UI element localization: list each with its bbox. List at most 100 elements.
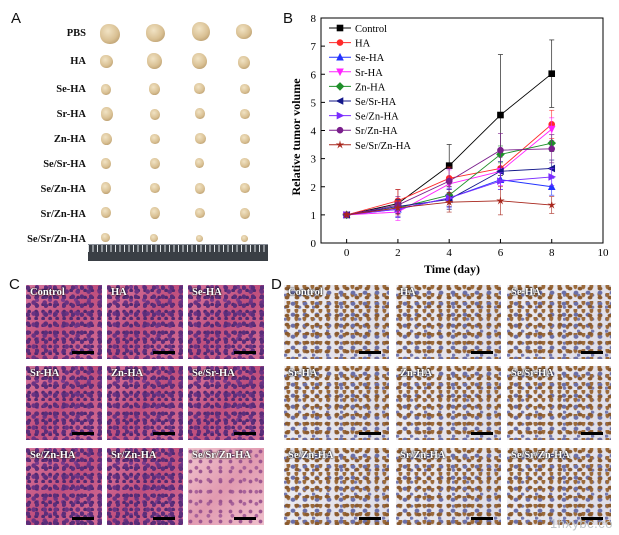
ihc-label: Zn-HA [400, 368, 433, 379]
chart-series-layer [342, 39, 557, 221]
data-point [393, 203, 403, 212]
y-tick-label: 8 [311, 13, 317, 25]
he-image-sr-ha: Sr-HA [26, 366, 102, 440]
legend-marker [335, 82, 345, 91]
scale-bar [581, 351, 603, 354]
scale-bar [471, 432, 493, 435]
he-image-zn-ha: Zn-HA [107, 366, 183, 440]
legend-entry: Sr-HA [329, 68, 383, 79]
tumor-specimen [100, 24, 120, 44]
legend-label: Zn-HA [355, 82, 386, 93]
tumor-specimen [101, 158, 111, 169]
tumor-specimen [101, 107, 113, 121]
ihc-label: Se/Sr/Zn-HA [511, 450, 570, 461]
x-tick-label: 10 [598, 247, 610, 259]
data-point [445, 194, 454, 202]
tumor-specimen [240, 109, 250, 119]
scale-bar [581, 432, 603, 435]
he-label: Se-HA [192, 287, 222, 298]
he-label: HA [111, 287, 127, 298]
he-label: Se/Zn-HA [30, 450, 76, 461]
y-tick-label: 7 [311, 41, 317, 53]
tumor-specimen [150, 183, 160, 193]
y-tick-label: 2 [311, 182, 317, 194]
tumor-specimen [192, 22, 210, 41]
ihc-image-sr-zn-ha: Sr/Zn-HA [396, 448, 501, 525]
row-label-sr-zn-ha: Sr/Zn-HA [40, 209, 86, 220]
legend-label: Control [355, 24, 387, 35]
legend-entry: Se/Sr-HA [329, 97, 397, 108]
data-point [548, 145, 556, 153]
scale-bar [471, 517, 493, 520]
chart-legend: Control HA Se-HA Sr-HA Zn-HA Se/Sr-HA Se/Zn-HA… [329, 24, 411, 152]
tumor-specimen [240, 158, 250, 168]
ihc-label: Se/Zn-HA [288, 450, 334, 461]
ihc-label: HA [400, 287, 416, 298]
ihc-image-se-zn-ha: Se/Zn-HA [284, 448, 389, 525]
panel-c-letter: C [9, 276, 20, 293]
tumor-specimen [146, 24, 165, 42]
panel-d-letter: D [271, 276, 282, 293]
panel-b-letter: B [283, 10, 294, 27]
legend-marker [336, 126, 344, 134]
row-label-ha: HA [70, 56, 86, 67]
row-label-se-ha: Se-HA [56, 84, 86, 95]
tumor-specimen [150, 158, 160, 169]
legend-marker [336, 52, 344, 61]
x-tick-label: 8 [549, 247, 555, 259]
y-tick-label: 3 [311, 154, 317, 166]
ihc-image-zn-ha: Zn-HA [396, 366, 501, 440]
tumor-specimen [101, 133, 112, 145]
tumor-photo-panel: PBS HA Se-HA Sr-HA Zn-HA Se/Sr-HA Se/Zn-… [0, 0, 290, 270]
ihc-label: Sr/Zn-HA [400, 450, 446, 461]
tumor-specimen [240, 84, 250, 94]
he-label: Se/Sr/Zn-HA [192, 450, 251, 461]
scale-bar [581, 517, 603, 520]
he-image-se-ha: Se-HA [188, 285, 264, 359]
tumor-volume-chart: 0 2 4 6 8 10 0 1 2 3 4 5 6 7 8 Control HA Se-HA Sr-HA Zn-H… [289, 13, 610, 276]
tumor-specimen [195, 133, 206, 144]
legend-entry: Se/Zn-HA [329, 112, 399, 123]
legend-entry: Se/Sr/Zn-HA [329, 140, 411, 152]
ihc-label: Sr-HA [288, 368, 318, 379]
legend-marker [336, 68, 344, 77]
scale-bar [359, 517, 381, 520]
row-label-sr-ha: Sr-HA [56, 109, 86, 120]
ihc-image-ha: HA [396, 285, 501, 359]
legend-label: Se/Zn-HA [355, 112, 399, 123]
row-label-se-sr-zn-ha: Se/Sr/Zn-HA [27, 234, 86, 245]
ihc-label: Se-HA [511, 287, 541, 298]
he-image-control: Control [26, 285, 102, 359]
scale-bar [359, 432, 381, 435]
y-tick-label: 1 [311, 210, 317, 222]
data-point [445, 162, 453, 169]
tumor-specimen [195, 108, 205, 119]
legend-entry: Control [329, 24, 387, 35]
tumor-specimen [150, 109, 160, 120]
legend-marker [335, 140, 345, 149]
data-point [496, 167, 504, 176]
legend-label: HA [355, 39, 371, 50]
tumor-specimen [150, 134, 160, 144]
legend-entry: Zn-HA [329, 82, 386, 93]
y-tick-label: 6 [311, 69, 317, 81]
data-point [496, 196, 505, 205]
tumor-specimen [101, 182, 111, 194]
row-label-zn-ha: Zn-HA [53, 134, 86, 145]
he-image-se-sr-ha: Se/Sr-HA [188, 366, 264, 440]
tumor-specimen [150, 234, 158, 242]
legend-label: Sr-HA [355, 68, 383, 79]
data-point [548, 173, 557, 181]
he-label: Sr-HA [30, 368, 60, 379]
tumor-specimen [241, 235, 248, 242]
he-image-se-zn-ha: Se/Zn-HA [26, 448, 102, 525]
ihc-label: Control [288, 287, 323, 298]
ihc-image-se-sr-zn-ha: Se/Sr/Zn-HA [507, 448, 611, 525]
tumor-specimen [101, 207, 111, 218]
tumor-specimen [195, 183, 205, 194]
tumor-specimen [194, 83, 205, 94]
y-tick-label: 5 [311, 97, 317, 109]
data-point [497, 177, 505, 185]
scale-bar [153, 517, 175, 520]
scale-bar [153, 351, 175, 354]
